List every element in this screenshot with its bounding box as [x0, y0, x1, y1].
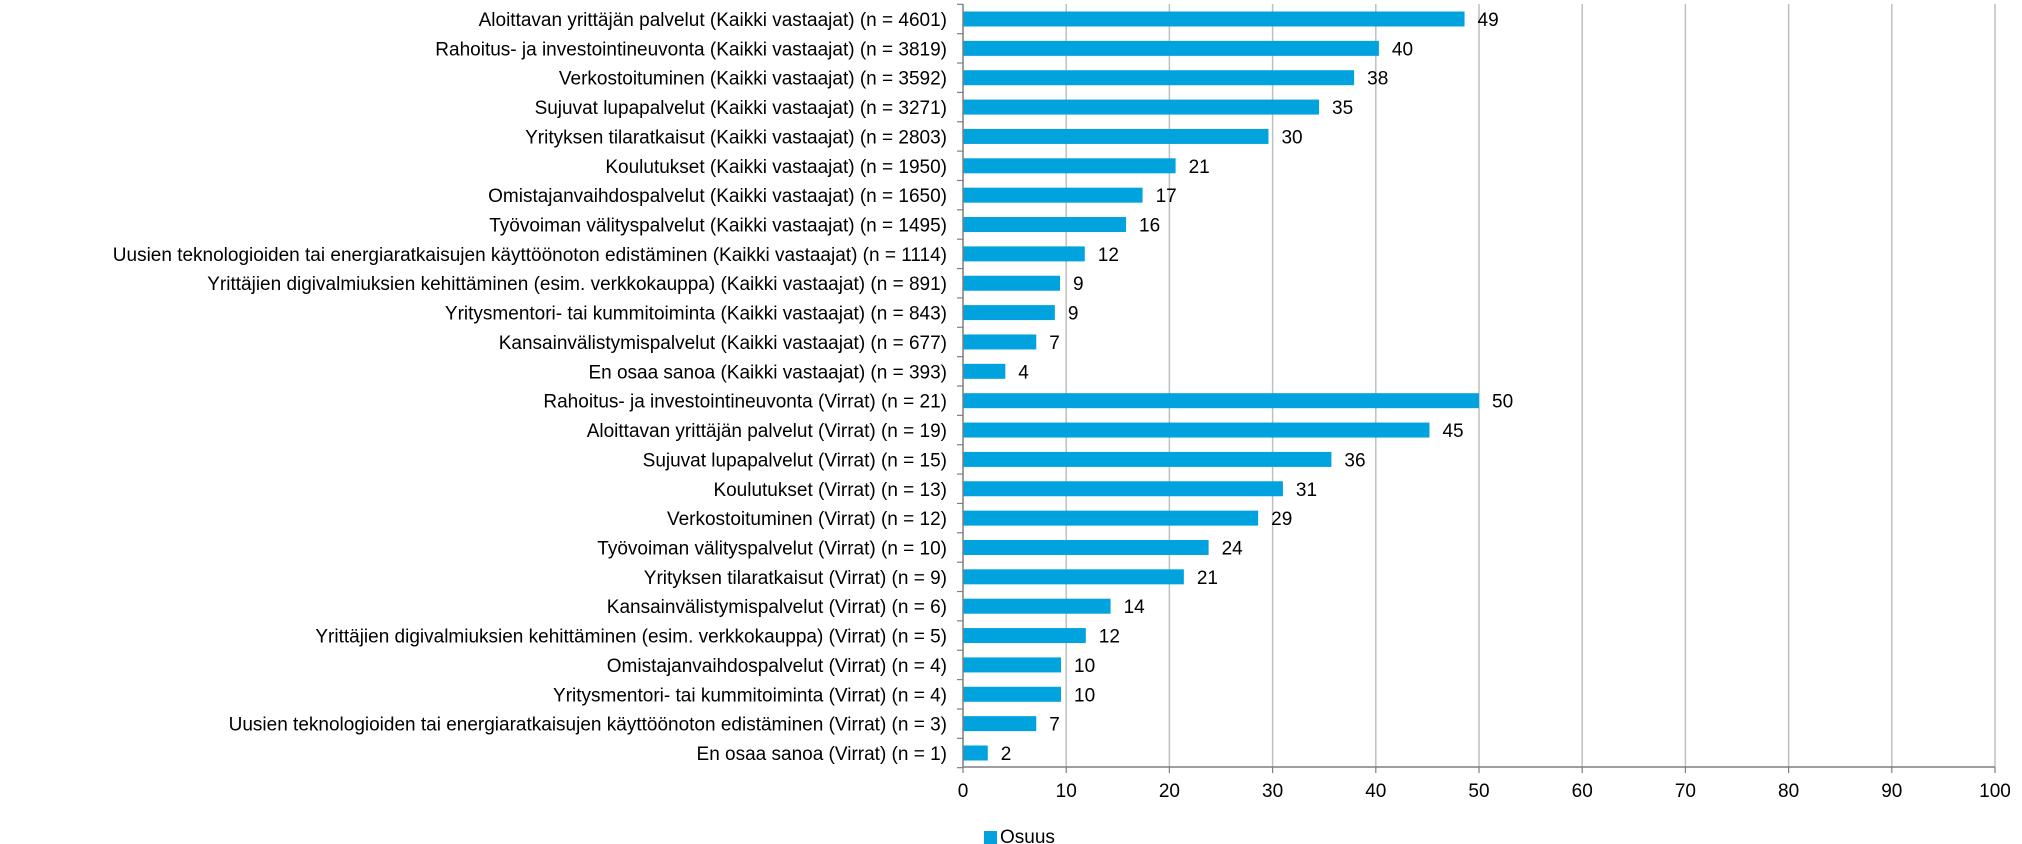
data-label: 9 [1068, 304, 1079, 325]
legend: Osuus [984, 827, 1055, 844]
bar [963, 598, 1111, 614]
data-label: 7 [1049, 333, 1060, 354]
category-label: Aloittavan yrittäjän palvelut (Kaikki va… [479, 10, 947, 31]
x-tick-label: 90 [1881, 781, 1902, 802]
bar [963, 686, 1062, 702]
data-label: 16 [1139, 216, 1160, 237]
bar [963, 99, 1320, 115]
data-label: 30 [1281, 127, 1302, 148]
data-label: 31 [1296, 480, 1317, 501]
category-label: Verkostoituminen (Kaikki vastaajat) (n =… [559, 69, 947, 90]
data-label: 2 [1001, 744, 1012, 765]
category-label: Yritysmentori- tai kummitoiminta (Kaikki… [445, 304, 947, 325]
bar [963, 422, 1430, 438]
bar [963, 510, 1259, 526]
data-label: 40 [1392, 39, 1413, 60]
data-label: 17 [1156, 186, 1177, 207]
category-label: Yrityksen tilaratkaisut (Kaikki vastaaja… [525, 127, 947, 148]
bar [963, 70, 1355, 86]
data-label: 49 [1478, 10, 1499, 31]
category-label: Uusien teknologioiden tai energiaratkais… [113, 245, 947, 266]
bar [963, 40, 1379, 56]
category-label: Sujuvat lupapalvelut (Kaikki vastaajat) … [535, 98, 947, 119]
data-label: 10 [1074, 685, 1095, 706]
data-label: 50 [1492, 392, 1513, 413]
data-label: 24 [1222, 538, 1244, 559]
category-label: Omistajanvaihdospalvelut (Virrat) (n = 4… [607, 656, 947, 677]
category-label: Aloittavan yrittäjän palvelut (Virrat) (… [587, 421, 947, 442]
bar [963, 539, 1209, 555]
bar [963, 745, 988, 761]
legend-label: Osuus [1000, 827, 1055, 844]
category-label: Yrittäjien digivalmiuksien kehittäminen … [207, 274, 947, 295]
bar [963, 275, 1061, 291]
data-label: 7 [1049, 715, 1060, 736]
category-label: Yrittäjien digivalmiuksien kehittäminen … [315, 627, 947, 648]
category-label: Yrityksen tilaratkaisut (Virrat) (n = 9) [644, 568, 947, 589]
data-label: 35 [1332, 98, 1353, 119]
x-tick-label: 10 [1056, 781, 1077, 802]
x-tick-label: 70 [1675, 781, 1696, 802]
data-label: 29 [1271, 509, 1292, 530]
bar [963, 451, 1332, 467]
bar [963, 305, 1055, 321]
category-label: En osaa sanoa (Virrat) (n = 1) [697, 744, 947, 765]
category-label: Työvoiman välityspalvelut (Kaikki vastaa… [489, 216, 947, 237]
data-label: 21 [1197, 568, 1218, 589]
category-label: Rahoitus- ja investointineuvonta (Kaikki… [435, 39, 947, 60]
data-label: 21 [1189, 157, 1210, 178]
bars: 4940383530211716129974504536312924211412… [963, 10, 1513, 765]
category-label: Verkostoituminen (Virrat) (n = 12) [667, 509, 947, 530]
x-tick-label: 80 [1778, 781, 1799, 802]
category-label: Työvoiman välityspalvelut (Virrat) (n = … [597, 538, 947, 559]
bar [963, 481, 1283, 497]
bar [963, 716, 1037, 732]
category-label: Uusien teknologioiden tai energiaratkais… [229, 715, 947, 736]
bar [963, 334, 1037, 350]
category-label: Yritysmentori- tai kummitoiminta (Virrat… [553, 685, 947, 706]
axes: 0 10 20 30 40 50 60 70 80 90 100 Aloittavan yrittäj… [113, 3, 2011, 802]
bar [963, 393, 1479, 409]
data-label: 12 [1099, 627, 1120, 648]
data-label: 38 [1367, 69, 1388, 90]
bar [963, 128, 1269, 144]
data-label: 14 [1124, 597, 1146, 618]
x-tick-label: 100 [1979, 781, 2011, 802]
bar [963, 246, 1085, 262]
bar [963, 187, 1143, 203]
bar [963, 628, 1086, 644]
bar [963, 217, 1127, 233]
data-label: 9 [1073, 274, 1084, 295]
x-tick-label: 20 [1159, 781, 1180, 802]
bar [963, 569, 1184, 585]
x-tick-label: 30 [1262, 781, 1283, 802]
category-label: Omistajanvaihdospalvelut (Kaikki vastaaj… [488, 186, 947, 207]
x-tick-label: 60 [1572, 781, 1593, 802]
data-label: 36 [1344, 450, 1365, 471]
x-tick-label: 40 [1365, 781, 1386, 802]
x-tick-label: 50 [1468, 781, 1489, 802]
data-label: 10 [1074, 656, 1095, 677]
bar [963, 657, 1062, 673]
category-label: Rahoitus- ja investointineuvonta (Virrat… [543, 392, 947, 413]
x-tick-label: 0 [958, 781, 969, 802]
bar [963, 158, 1176, 174]
data-label: 4 [1018, 362, 1029, 383]
legend-swatch [984, 831, 997, 844]
category-label: Koulutukset (Virrat) (n = 13) [713, 480, 947, 501]
category-label: Kansainvälistymispalvelut (Virrat) (n = … [607, 597, 947, 618]
bar [963, 363, 1006, 379]
data-label: 45 [1442, 421, 1463, 442]
category-label: En osaa sanoa (Kaikki vastaajat) (n = 39… [588, 362, 947, 383]
category-label: Sujuvat lupapalvelut (Virrat) (n = 15) [643, 450, 947, 471]
category-label: Kansainvälistymispalvelut (Kaikki vastaa… [499, 333, 947, 354]
bar [963, 11, 1465, 27]
category-label: Koulutukset (Kaikki vastaajat) (n = 1950… [605, 157, 947, 178]
data-label: 12 [1098, 245, 1119, 266]
gridlines [1065, 4, 1996, 767]
